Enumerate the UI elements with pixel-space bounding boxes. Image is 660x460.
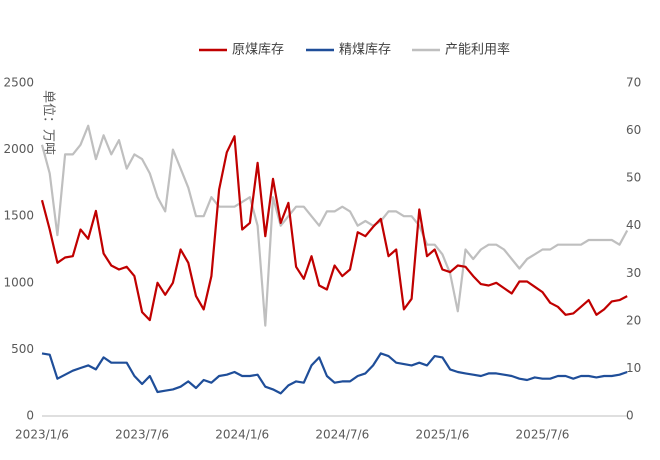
y2-tick-label: 60 [626,123,641,137]
series-line [41,352,628,395]
y-tick-label: 500 [11,342,34,356]
legend-label: 精煤库存 [339,42,391,58]
series-line [40,124,629,327]
y2-tick-label: 50 [626,171,641,185]
legend: 原煤库存 精煤库存 产能利用率 [199,42,510,58]
x-tick-label: 2023/1/6 [15,428,69,442]
y2-tick-label: 0 [626,409,634,423]
y2-tick-label: 10 [626,361,641,375]
y2-tick-label: 40 [626,218,641,232]
x-tick-label: 2024/1/6 [215,428,269,442]
y-axis-label: 单位：万吨 [41,90,56,155]
y2-tick-label: 30 [626,266,641,280]
x-tick-label: 2024/7/6 [315,428,369,442]
legend-label: 产能利用率 [445,42,510,58]
x-tick-label: 2025/7/6 [516,428,570,442]
y-tick-label: 1500 [3,209,34,223]
y-tick-label: 2000 [3,142,34,156]
series-line [40,135,628,322]
y-tick-label: 2500 [3,76,34,90]
legend-label: 原煤库存 [232,42,284,58]
y2-tick-label: 20 [626,313,641,327]
y-tick-label: 0 [26,409,34,423]
x-tick-label: 2025/1/6 [415,428,469,442]
x-tick-label: 2023/7/6 [115,428,169,442]
y2-tick-label: 70 [626,76,641,90]
y-tick-label: 1000 [3,275,34,289]
